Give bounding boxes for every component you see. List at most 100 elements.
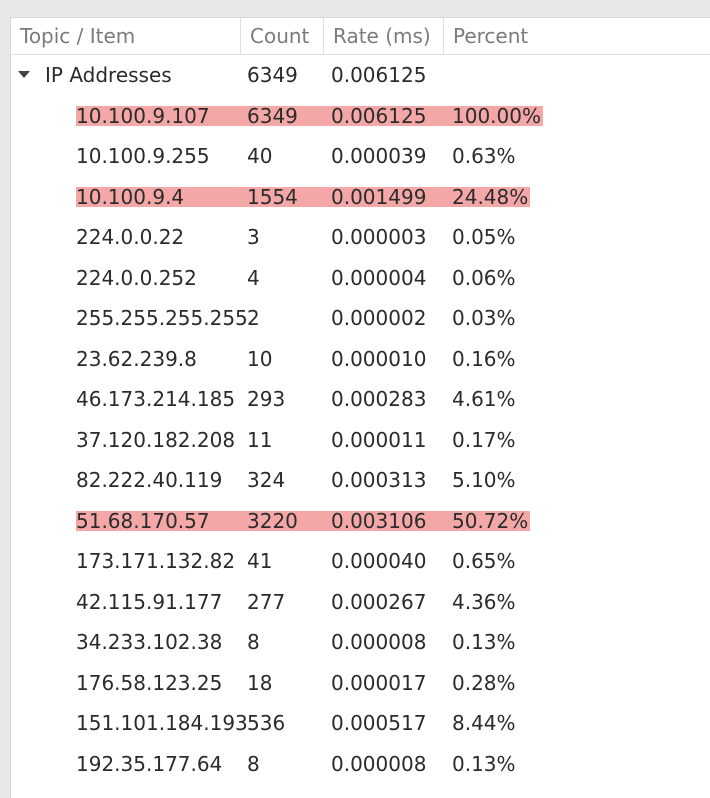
row-rate: 0.000008 bbox=[331, 751, 427, 776]
row-percent: 4.36% bbox=[452, 589, 516, 614]
row-rate: 0.000002 bbox=[331, 306, 427, 330]
table-row[interactable]: 10.100.9.107 6349 0.006125 100.00% bbox=[11, 96, 710, 137]
table-row[interactable]: 224.0.0.252 4 0.000004 0.06% bbox=[11, 258, 710, 299]
row-rate: 0.001499 bbox=[331, 184, 427, 209]
row-item: 34.233.102.38 bbox=[76, 630, 223, 654]
table-row[interactable]: 23.62.239.8 10 0.000010 0.16% bbox=[11, 339, 710, 380]
row-item: 173.171.132.82 bbox=[76, 549, 236, 573]
row-count: 40 bbox=[247, 144, 273, 168]
row-rate: 0.000011 bbox=[331, 427, 427, 452]
row-count: 8 bbox=[247, 751, 260, 776]
table-row[interactable]: 42.115.91.177 277 0.000267 4.36% bbox=[11, 582, 710, 623]
row-count: 4 bbox=[247, 265, 260, 290]
row-count: 10 bbox=[247, 346, 273, 371]
table-row[interactable]: 151.101.184.193 536 0.000517 8.44% bbox=[11, 703, 710, 744]
row-percent: 4.61% bbox=[452, 387, 516, 411]
row-count: 1554 bbox=[247, 184, 298, 209]
row-rate: 0.000010 bbox=[331, 346, 427, 371]
row-percent: 0.05% bbox=[452, 225, 516, 249]
row-rate: 0.000003 bbox=[331, 225, 427, 249]
row-rate: 0.003106 bbox=[331, 508, 427, 533]
row-percent: 0.63% bbox=[452, 144, 516, 168]
row-rate: 0.000008 bbox=[331, 630, 427, 654]
row-highlight bbox=[76, 105, 543, 126]
tree-header: Topic / Item Count Rate (ms) Percent bbox=[11, 18, 710, 55]
column-header-count[interactable]: Count bbox=[241, 18, 324, 54]
row-item: 10.100.9.107 bbox=[76, 103, 210, 128]
row-rate: 0.000283 bbox=[331, 387, 427, 411]
table-row[interactable]: 173.171.132.82 41 0.000040 0.65% bbox=[11, 541, 710, 582]
statistics-tree-panel: Topic / Item Count Rate (ms) Percent IP … bbox=[10, 17, 710, 798]
row-count: 2 bbox=[247, 306, 260, 330]
row-item: 224.0.0.22 bbox=[76, 225, 185, 249]
row-count: 293 bbox=[247, 387, 286, 411]
table-row[interactable]: 34.233.102.38 8 0.000008 0.13% bbox=[11, 622, 710, 663]
table-row[interactable]: 10.100.9.255 40 0.000039 0.63% bbox=[11, 136, 710, 177]
table-row[interactable]: 192.35.177.64 8 0.000008 0.13% bbox=[11, 744, 710, 785]
row-item: 10.100.9.255 bbox=[76, 144, 210, 168]
row-count: 8 bbox=[247, 630, 260, 654]
row-percent: 50.72% bbox=[452, 508, 529, 533]
row-count: 11 bbox=[247, 427, 273, 452]
row-rate: 0.000039 bbox=[331, 144, 427, 168]
row-percent: 0.65% bbox=[452, 549, 516, 573]
row-percent: 24.48% bbox=[452, 184, 529, 209]
table-row[interactable]: 255.255.255.255 2 0.000002 0.03% bbox=[11, 298, 710, 339]
tree-item-list: 10.100.9.107 6349 0.006125 100.00% 10.100.9.… bbox=[11, 96, 710, 785]
row-percent: 0.03% bbox=[452, 306, 516, 330]
row-count: 41 bbox=[247, 549, 273, 573]
row-count: 277 bbox=[247, 589, 286, 614]
row-percent: 0.06% bbox=[452, 265, 516, 290]
group-count: 6349 bbox=[247, 63, 298, 87]
row-rate: 0.000517 bbox=[331, 711, 427, 735]
group-label: IP Addresses bbox=[45, 63, 172, 87]
row-rate: 0.000017 bbox=[331, 670, 427, 695]
table-row[interactable]: 10.100.9.4 1554 0.001499 24.48% bbox=[11, 177, 710, 218]
row-count: 3 bbox=[247, 225, 260, 249]
row-item: 42.115.91.177 bbox=[76, 589, 223, 614]
table-row[interactable]: 37.120.182.208 11 0.000011 0.17% bbox=[11, 420, 710, 461]
group-rate: 0.006125 bbox=[331, 63, 427, 87]
row-item: 82.222.40.119 bbox=[76, 468, 223, 492]
row-rate: 0.000040 bbox=[331, 549, 427, 573]
column-header-percent[interactable]: Percent bbox=[453, 24, 529, 48]
row-percent: 0.13% bbox=[452, 630, 516, 654]
tree-group-row[interactable]: IP Addresses 6349 0.006125 bbox=[11, 55, 710, 96]
row-item: 192.35.177.64 bbox=[76, 751, 223, 776]
column-header-rate[interactable]: Rate (ms) bbox=[324, 18, 444, 54]
row-item: 37.120.182.208 bbox=[76, 427, 236, 452]
row-highlight bbox=[76, 510, 530, 531]
row-percent: 0.16% bbox=[452, 346, 516, 371]
table-row[interactable]: 46.173.214.185 293 0.000283 4.61% bbox=[11, 379, 710, 420]
row-item: 10.100.9.4 bbox=[76, 184, 185, 209]
column-header-topic[interactable]: Topic / Item bbox=[11, 18, 241, 54]
row-item: 176.58.123.25 bbox=[76, 670, 223, 695]
table-row[interactable]: 51.68.170.57 3220 0.003106 50.72% bbox=[11, 501, 710, 542]
row-percent: 0.17% bbox=[452, 427, 516, 452]
row-item: 51.68.170.57 bbox=[76, 508, 210, 533]
row-percent: 0.28% bbox=[452, 670, 516, 695]
row-rate: 0.000313 bbox=[331, 468, 427, 492]
expand-caret-icon[interactable] bbox=[18, 71, 30, 78]
row-item: 151.101.184.193 bbox=[76, 711, 248, 735]
row-count: 6349 bbox=[247, 103, 298, 128]
row-item: 46.173.214.185 bbox=[76, 387, 236, 411]
row-percent: 100.00% bbox=[452, 103, 541, 128]
row-rate: 0.006125 bbox=[331, 103, 427, 128]
row-count: 18 bbox=[247, 670, 273, 695]
tree-body: IP Addresses 6349 0.006125 10.100.9.107 6… bbox=[11, 55, 710, 784]
row-count: 536 bbox=[247, 711, 286, 735]
row-count: 324 bbox=[247, 468, 286, 492]
row-percent: 5.10% bbox=[452, 468, 516, 492]
table-row[interactable]: 224.0.0.22 3 0.000003 0.05% bbox=[11, 217, 710, 258]
row-item: 23.62.239.8 bbox=[76, 346, 197, 371]
row-percent: 8.44% bbox=[452, 711, 516, 735]
table-row[interactable]: 176.58.123.25 18 0.000017 0.28% bbox=[11, 663, 710, 704]
table-row[interactable]: 82.222.40.119 324 0.000313 5.10% bbox=[11, 460, 710, 501]
row-percent: 0.13% bbox=[452, 751, 516, 776]
row-count: 3220 bbox=[247, 508, 298, 533]
row-highlight bbox=[76, 186, 530, 207]
row-rate: 0.000004 bbox=[331, 265, 427, 290]
row-item: 224.0.0.252 bbox=[76, 265, 197, 290]
row-item: 255.255.255.255 bbox=[76, 306, 248, 330]
